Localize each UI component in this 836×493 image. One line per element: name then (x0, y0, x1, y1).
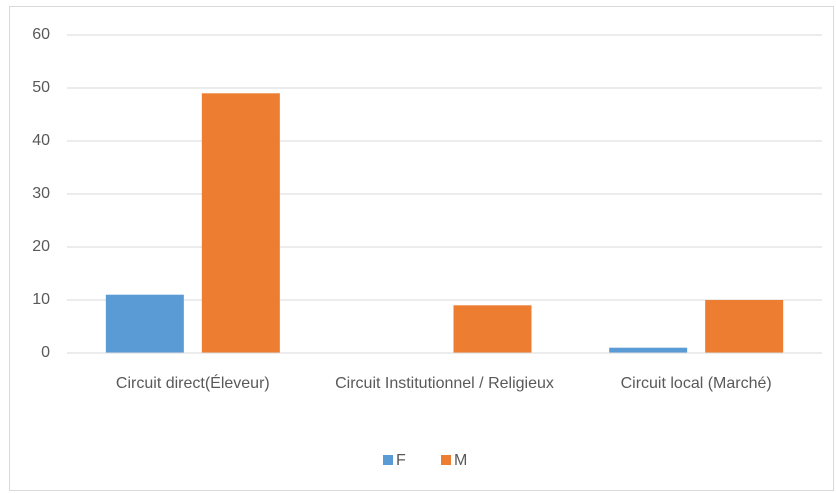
y-tick-label: 0 (41, 344, 50, 361)
legend-label: M (454, 452, 467, 469)
bar (609, 347, 688, 353)
y-tick-label: 60 (32, 26, 50, 43)
bar (201, 93, 280, 354)
bar (453, 305, 532, 353)
y-tick-label: 20 (32, 238, 50, 255)
legend-label: F (396, 452, 406, 469)
y-tick-label: 50 (32, 79, 50, 96)
legend-swatch (441, 455, 451, 465)
y-tick-label: 10 (32, 291, 50, 308)
bar (705, 300, 784, 353)
y-tick-label: 40 (32, 132, 50, 149)
x-tick-label: Circuit local (Marché) (620, 375, 772, 392)
x-tick-label: Circuit Institutionnel / Religieux (335, 375, 554, 392)
x-tick-label: Circuit direct(Éleveur) (115, 375, 270, 392)
y-tick-label: 30 (32, 185, 50, 202)
bar (105, 294, 184, 353)
chart-border (9, 6, 834, 491)
legend-swatch (383, 455, 393, 465)
